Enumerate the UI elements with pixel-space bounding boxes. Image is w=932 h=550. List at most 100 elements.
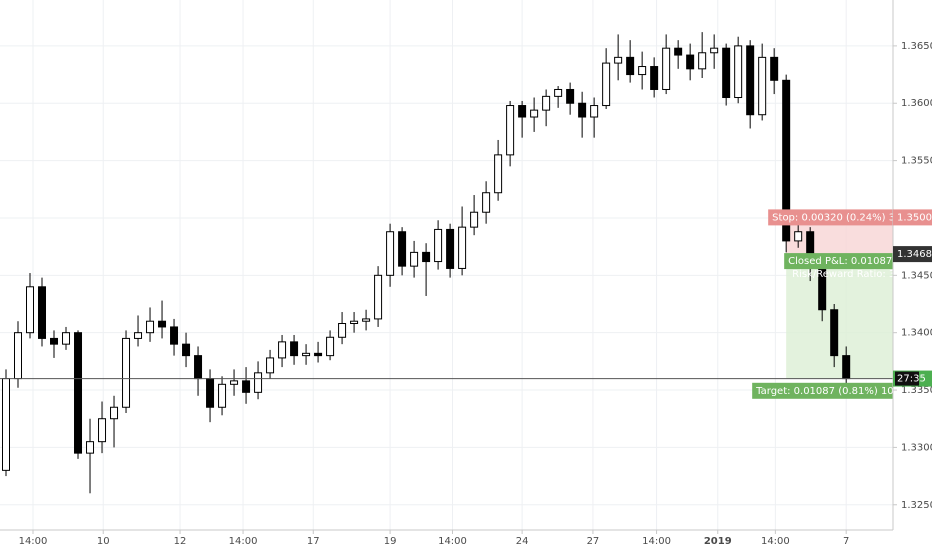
candle-body	[410, 251, 419, 267]
candle-body	[2, 378, 11, 471]
y-tick-label: 1.34500	[901, 270, 932, 281]
y-tick-label: 1.33000	[901, 442, 932, 453]
candle-body	[470, 211, 479, 228]
x-tick-label: 27	[587, 536, 600, 547]
candle-body	[230, 380, 239, 385]
y-tick-label: 1.36500	[901, 41, 932, 52]
x-tick-label: 14:00	[229, 536, 258, 547]
candle-body	[146, 320, 155, 334]
candle-body	[614, 56, 623, 64]
candle-body	[842, 355, 851, 380]
candle-body	[494, 154, 503, 194]
candle-body	[422, 251, 431, 263]
x-tick-label: 14:00	[761, 536, 790, 547]
x-tick-label: 17	[307, 536, 320, 547]
target-label-box	[752, 382, 893, 399]
x-tick-label: 10	[97, 536, 110, 547]
candle-body	[374, 274, 383, 320]
candle-body	[242, 380, 251, 393]
candle-body	[98, 418, 107, 443]
target-label: Target: 0.01087 (0.81%) 108.7, A	[755, 386, 923, 397]
candle-body	[38, 286, 47, 339]
candle-body	[14, 332, 23, 380]
candle-body	[530, 109, 539, 118]
candle-body	[602, 62, 611, 107]
candle-body	[386, 231, 395, 276]
candle-body	[758, 56, 767, 116]
candle-body	[290, 341, 299, 357]
candle-body	[218, 383, 227, 408]
axes: 1.32500 1.33000 1.33500 1.34000 1.34500 1.350…	[19, 41, 932, 547]
candle-body	[326, 336, 335, 357]
candle-body	[662, 47, 671, 90]
candle-body	[398, 231, 407, 267]
candle-body	[122, 337, 131, 408]
candle-body	[746, 45, 755, 116]
candle-body	[710, 47, 719, 54]
candle-body	[506, 105, 515, 156]
candle-body	[26, 286, 35, 334]
stop-price: 1.35005	[897, 212, 932, 223]
candle-body	[134, 332, 143, 339]
x-tick-label: 14:00	[19, 536, 48, 547]
target-zone	[786, 254, 893, 379]
y-tick-label: 1.32500	[901, 500, 932, 511]
candle-body	[482, 192, 491, 213]
x-tick-label: 19	[384, 536, 397, 547]
countdown-inner	[895, 371, 919, 386]
candle-body	[110, 406, 119, 420]
candle-body	[782, 79, 791, 242]
candle-body	[566, 88, 575, 104]
candle-body	[650, 66, 659, 90]
candle-body	[362, 318, 371, 322]
position-zone	[786, 217, 893, 379]
candle-body	[254, 372, 263, 393]
closed-label: Closed P&L: 0.01087, Qty	[788, 256, 916, 267]
candle-body	[542, 95, 551, 111]
y-tick-label: 1.36000	[901, 98, 932, 109]
candle-body	[314, 352, 323, 357]
overlay: Stop: 0.00320 (0.24%) 32.0, A Closed P&L:…	[0, 209, 924, 399]
y-tick-label: 1.35500	[901, 156, 932, 167]
candle-body	[590, 105, 599, 118]
candle-body	[74, 332, 83, 454]
candle-body	[338, 323, 347, 338]
stop-label-box	[768, 209, 893, 226]
candle-body	[266, 357, 275, 374]
x-tick-label: 14:00	[438, 536, 467, 547]
candle-body	[458, 226, 467, 269]
y-tick-label: 1.33500	[901, 385, 932, 396]
countdown: 27:35	[897, 374, 926, 385]
x-tick-label: 14:00	[642, 536, 671, 547]
candle-body	[554, 88, 563, 97]
x-tick-label: 2019	[704, 536, 732, 547]
candle-body	[50, 337, 59, 345]
candle-body	[638, 66, 647, 76]
candle-body	[686, 54, 695, 70]
candle-body	[170, 326, 179, 345]
candle-body	[206, 378, 215, 408]
candle-body	[194, 355, 203, 380]
candle-body	[62, 332, 71, 345]
candle-body	[626, 56, 635, 76]
candle-body	[446, 228, 455, 269]
candle-body	[278, 341, 287, 359]
candle-body	[734, 45, 743, 99]
x-tick-label: 7	[843, 536, 849, 547]
x-tick-label: 12	[174, 536, 187, 547]
candle-body	[434, 228, 443, 263]
candle-body	[698, 52, 707, 70]
closed-label-box	[784, 253, 893, 270]
candle-body	[770, 56, 779, 81]
candle-body	[158, 320, 167, 328]
stop-price-box	[893, 209, 932, 226]
candle-body	[674, 47, 683, 56]
entry-price-box	[893, 246, 932, 263]
candle-body	[182, 343, 191, 357]
candle-body	[302, 352, 311, 357]
candle-body	[86, 441, 95, 454]
candle-body	[518, 105, 527, 118]
stop-label: Stop: 0.00320 (0.24%) 32.0, A	[772, 212, 924, 223]
candle-body	[794, 231, 803, 242]
